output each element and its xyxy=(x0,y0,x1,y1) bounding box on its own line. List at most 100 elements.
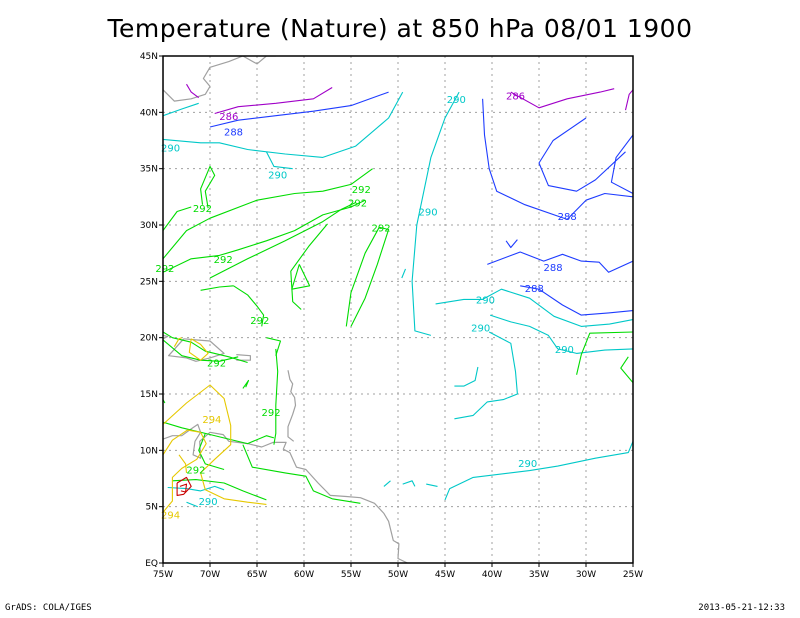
contour-label: 290 xyxy=(476,295,495,306)
contour-label: 290 xyxy=(419,208,438,219)
contour-line-292 xyxy=(620,356,633,384)
contour-line-290 xyxy=(402,480,416,487)
contour-line-296 xyxy=(176,476,192,496)
x-axis: 75W 70W 65W 60W 55W 50W 45W 40W 35W 30W 25W xyxy=(153,563,643,580)
contour-label: 290 xyxy=(555,345,574,356)
contour-line-286 xyxy=(624,89,633,111)
contour-label: 292 xyxy=(262,408,281,419)
contour-line-288 xyxy=(538,117,626,192)
x-tick-label: 65W xyxy=(247,570,267,580)
coastline xyxy=(287,370,297,442)
y-tick-label: 15N xyxy=(140,390,158,400)
contour-line-294 xyxy=(173,337,183,347)
footer-timestamp: 2013-05-21-12:33 xyxy=(698,603,785,613)
contour-line-290 xyxy=(265,151,293,170)
contour-line-294 xyxy=(188,338,209,361)
contour-label: 294 xyxy=(202,415,221,426)
contour-line-292 xyxy=(290,223,328,310)
contour-label: 294 xyxy=(161,511,180,522)
contour-line-290 xyxy=(186,501,199,508)
contour-line-292 xyxy=(576,331,633,375)
contour-line-288 xyxy=(209,91,389,128)
coastline xyxy=(236,354,251,361)
contour-line-292 xyxy=(163,421,275,445)
x-tick-label: 30W xyxy=(576,570,596,580)
contour-label: 290 xyxy=(447,95,466,106)
contour-line-290 xyxy=(163,102,199,117)
y-tick-label: EQ xyxy=(145,559,158,569)
x-tick-label: 55W xyxy=(341,570,361,580)
contour-line-296 xyxy=(179,483,188,493)
contour-label: 288 xyxy=(224,128,243,139)
contour-line-290 xyxy=(454,366,479,387)
contour-line-292 xyxy=(198,433,225,471)
y-tick-label: 30N xyxy=(140,221,158,231)
contour-line-290 xyxy=(163,91,404,158)
contour-label: 290 xyxy=(471,324,490,335)
contour-line-294 xyxy=(178,454,188,473)
x-tick-label: 40W xyxy=(482,570,502,580)
contour-line-292 xyxy=(273,348,279,445)
x-tick-label: 25W xyxy=(623,570,643,580)
contour-label: 286 xyxy=(219,112,238,123)
contour-label: 290 xyxy=(518,459,537,470)
contour-line-288 xyxy=(505,239,518,249)
contour-line-292 xyxy=(242,379,250,389)
contour-label: 290 xyxy=(199,497,218,508)
contour-line-290 xyxy=(426,483,438,487)
contour-line-292 xyxy=(200,165,216,209)
contour-line-294 xyxy=(163,384,267,505)
contour-line-286 xyxy=(186,83,200,99)
contour-line-292 xyxy=(266,337,282,356)
contour-line-292 xyxy=(163,168,373,260)
contour-label: 292 xyxy=(207,359,226,370)
contour-line-292 xyxy=(200,285,234,291)
contour-label: 292 xyxy=(155,264,174,275)
x-tick-label: 75W xyxy=(153,570,173,580)
contour-label: 286 xyxy=(506,92,525,103)
contour-line-286 xyxy=(214,87,333,115)
x-tick-label: 45W xyxy=(435,570,455,580)
y-tick-label: 40N xyxy=(140,108,158,118)
y-axis: EQ 5N 10N 15N 20N 25N 30N 35N 40N 45N xyxy=(140,52,163,569)
contour-line-286 xyxy=(510,88,615,109)
x-tick-label: 60W xyxy=(294,570,314,580)
coastline xyxy=(405,562,408,563)
contour-line-288 xyxy=(520,285,633,316)
coastline xyxy=(242,56,276,65)
contour-line-290 xyxy=(411,91,460,336)
contour-label: 292 xyxy=(352,185,371,196)
contour-line-292 xyxy=(242,444,361,504)
coastline xyxy=(163,423,408,563)
x-tick-label: 70W xyxy=(200,570,220,580)
y-tick-label: 25N xyxy=(140,277,158,287)
contour-line-292 xyxy=(163,339,239,362)
contour-label: 290 xyxy=(161,143,180,154)
contour-line-290 xyxy=(167,485,225,492)
x-tick-label: 35W xyxy=(529,570,549,580)
footer-credit: GrADS: COLA/IGES xyxy=(5,603,92,613)
contour-label: 288 xyxy=(558,212,577,223)
y-tick-label: 5N xyxy=(146,503,158,513)
contour-label: 292 xyxy=(348,199,367,210)
contour-label: 288 xyxy=(544,263,563,274)
chart-title: Temperature (Nature) at 850 hPa 08/01 19… xyxy=(107,14,693,43)
y-tick-label: 35N xyxy=(140,165,158,175)
grid-lines xyxy=(163,56,633,563)
coastline xyxy=(135,356,152,361)
contour-line-290 xyxy=(444,441,633,501)
contour-line-290 xyxy=(401,268,407,279)
y-tick-label: 10N xyxy=(140,446,158,456)
contour-line-292 xyxy=(233,285,265,327)
contour-label: 288 xyxy=(525,284,544,295)
contour-line-292 xyxy=(291,264,311,290)
contour-label: 292 xyxy=(214,255,233,266)
contour-line-290 xyxy=(435,288,633,327)
contour-line-290 xyxy=(489,314,633,354)
y-tick-label: 45N xyxy=(140,52,158,62)
contour-line-290 xyxy=(383,480,391,487)
land-outlines xyxy=(135,56,408,563)
contour-label: 292 xyxy=(250,316,269,327)
contour-label: 290 xyxy=(268,170,287,181)
